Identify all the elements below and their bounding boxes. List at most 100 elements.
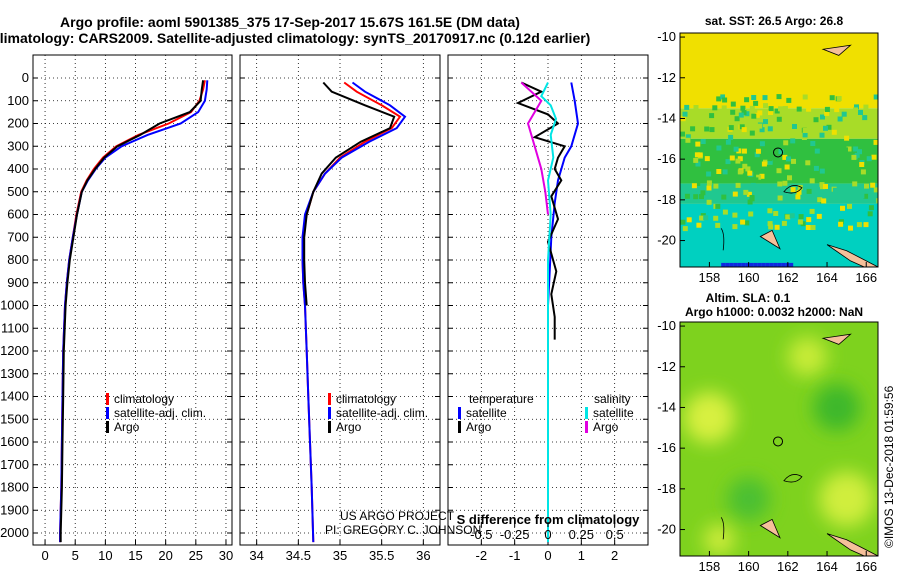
sst-cell xyxy=(728,134,734,140)
sst-cell xyxy=(768,106,774,112)
map-y-tick-label: -20 xyxy=(657,233,676,248)
sst-cell xyxy=(685,134,691,140)
island-shape xyxy=(821,44,852,56)
y-tick-label: 200 xyxy=(7,116,29,131)
y-tick-label: 1000 xyxy=(0,298,29,313)
top-axis-tick-label: 0 xyxy=(544,527,551,542)
y-tick-label: 1600 xyxy=(0,434,29,449)
sst-cell xyxy=(725,139,731,145)
map-y-tick-label: -14 xyxy=(657,399,676,414)
sst-cell xyxy=(797,184,803,190)
map-x-tick-label: 162 xyxy=(777,270,799,285)
legend-label: Argo xyxy=(114,420,140,434)
sst-cell xyxy=(730,101,736,107)
sst-cell xyxy=(782,106,788,111)
x-tick-label: 0 xyxy=(41,548,48,563)
sst-blue-cell xyxy=(753,262,758,267)
sst-cell xyxy=(820,114,825,120)
sst-cell xyxy=(806,217,812,223)
credit-project: US ARGO PROJECT xyxy=(340,509,455,523)
sst-cell xyxy=(851,154,857,160)
sst-cell xyxy=(867,211,873,217)
y-tick-label: 1400 xyxy=(0,389,29,404)
sst-cell xyxy=(802,94,808,100)
argo-float-marker xyxy=(773,436,784,447)
island-shape xyxy=(821,333,852,345)
map-x-tick-label: 164 xyxy=(816,559,838,574)
sst-cell xyxy=(759,127,765,133)
sst-cell xyxy=(754,152,760,158)
sst-cell xyxy=(863,193,869,199)
sst-cell xyxy=(870,182,876,188)
sst-cell xyxy=(703,110,709,116)
sst-cell xyxy=(823,125,828,131)
sst-cell xyxy=(770,192,776,198)
sst-cell xyxy=(749,130,755,136)
sla-map-panel: 158 160 162 164 166 -10 -12 -14 -16 -18 -20 xyxy=(657,318,879,574)
map-x-tick-label: 158 xyxy=(699,559,721,574)
sst-cell xyxy=(751,113,757,119)
sst-map-title: sat. SST: 26.5 Argo: 26.8 xyxy=(705,14,844,28)
sst-cell xyxy=(807,170,813,176)
sst-cell xyxy=(795,194,801,200)
sst-cell xyxy=(768,224,774,230)
map-y-tick-label: -12 xyxy=(657,70,676,85)
x-tick-label: 25 xyxy=(189,548,203,563)
sst-cell xyxy=(843,147,848,153)
island-shape xyxy=(759,229,781,250)
sst-cell xyxy=(854,152,860,158)
sst-cell xyxy=(787,175,792,181)
sst-cell xyxy=(751,95,757,100)
sst-cell xyxy=(819,132,825,138)
map-x-tick-label: 162 xyxy=(777,559,799,574)
sst-cell xyxy=(873,187,878,193)
island-shape xyxy=(759,518,781,539)
sst-cell xyxy=(713,183,719,189)
y-tick-label: 1700 xyxy=(0,457,29,472)
y-tick-label: 300 xyxy=(7,138,29,153)
sst-cell xyxy=(863,104,869,110)
x-tick-label: 36 xyxy=(416,548,430,563)
sst-cell xyxy=(737,169,743,175)
sst-cell xyxy=(704,156,710,162)
sst-cell xyxy=(797,219,803,225)
sst-cell xyxy=(695,181,701,186)
sst-cell xyxy=(865,100,871,106)
map-x-tick-label: 166 xyxy=(855,270,877,285)
sst-blue-cell xyxy=(761,262,766,267)
map-y-tick-label: -16 xyxy=(657,151,676,166)
sst-cell xyxy=(748,211,754,217)
sst-cell xyxy=(700,139,706,144)
sst-cell xyxy=(716,169,722,174)
sst-cell xyxy=(873,139,878,145)
sst-cell xyxy=(859,162,865,167)
map-y-tick-label: -10 xyxy=(657,29,676,44)
sst-cell xyxy=(836,96,842,102)
x-tick-label: -2 xyxy=(476,548,488,563)
legend-swatch xyxy=(106,393,109,405)
legend-swatch xyxy=(328,407,331,419)
series-argo xyxy=(59,80,205,543)
difference-panel: -2 -1 0 1 2 -0.5 -0.25 0 0.25 0.5S difference fro… xyxy=(447,54,649,563)
map-x-tick-label: 164 xyxy=(816,270,838,285)
sst-cell xyxy=(740,219,746,225)
sst-blue-cell xyxy=(733,262,738,267)
sst-cell xyxy=(824,110,830,116)
sst-cell xyxy=(809,167,815,173)
sst-cell xyxy=(778,106,783,112)
sst-cell xyxy=(813,125,818,131)
sst-cell xyxy=(847,203,852,209)
sst-cell xyxy=(725,159,731,165)
sst-cell xyxy=(680,131,685,137)
sst-cell xyxy=(682,111,688,117)
sst-cell xyxy=(739,124,745,130)
map-y-tick-label: -12 xyxy=(657,359,676,374)
sst-cell xyxy=(732,191,738,197)
sst-cell xyxy=(838,221,844,227)
sst-cell xyxy=(712,126,718,132)
reef-contour xyxy=(783,185,803,194)
legend-label: Argo xyxy=(593,420,619,434)
top-axis-tick-label: -0.25 xyxy=(500,527,530,542)
reef-contour xyxy=(720,517,725,540)
sst-cell xyxy=(862,115,868,121)
